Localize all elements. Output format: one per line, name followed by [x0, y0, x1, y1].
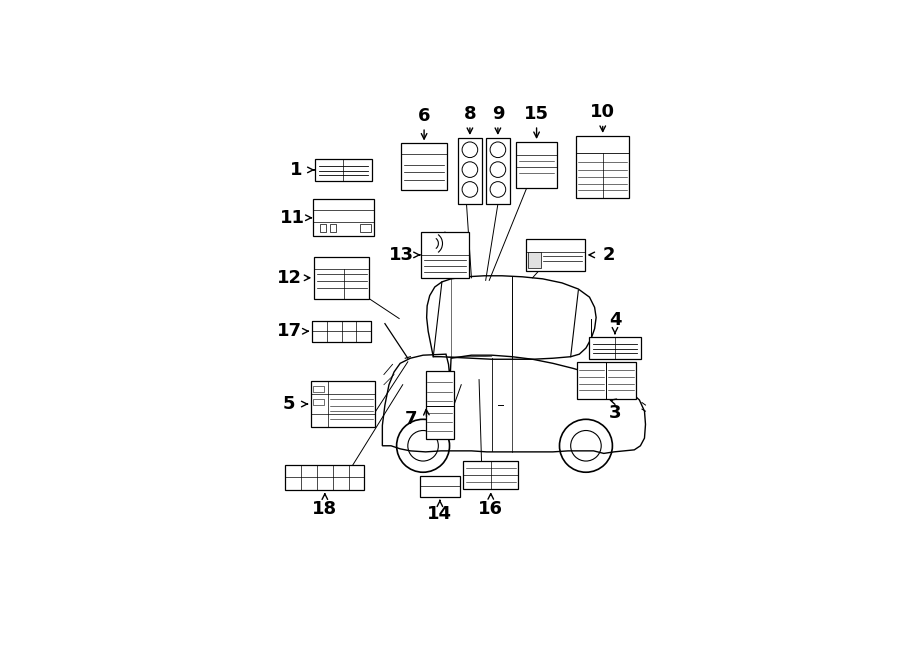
Text: 14: 14 — [428, 506, 453, 524]
Bar — [329, 224, 336, 233]
Text: 3: 3 — [608, 404, 621, 422]
Bar — [577, 362, 635, 399]
Bar — [313, 386, 324, 392]
Bar — [419, 477, 460, 496]
Text: 11: 11 — [280, 209, 305, 227]
Text: 17: 17 — [276, 323, 302, 340]
Bar — [426, 371, 454, 439]
Text: 7: 7 — [405, 410, 418, 428]
Bar — [312, 321, 371, 342]
Bar — [315, 159, 372, 180]
Text: 13: 13 — [389, 246, 414, 264]
Bar — [589, 337, 641, 359]
Text: 2: 2 — [603, 246, 615, 264]
Bar — [464, 461, 518, 489]
Bar — [313, 399, 324, 405]
Text: 18: 18 — [312, 500, 338, 518]
Bar — [320, 224, 326, 233]
Text: 4: 4 — [608, 311, 621, 329]
Text: 10: 10 — [590, 103, 616, 122]
Bar — [314, 257, 369, 299]
Text: 12: 12 — [276, 269, 302, 287]
Bar — [421, 232, 469, 278]
Bar — [526, 239, 585, 271]
Text: 15: 15 — [524, 105, 549, 123]
Bar — [458, 138, 482, 204]
Bar — [486, 138, 510, 204]
Bar — [360, 224, 372, 233]
Bar — [528, 253, 541, 268]
Text: 1: 1 — [290, 161, 302, 179]
Text: 6: 6 — [418, 107, 430, 125]
Bar — [285, 465, 364, 490]
Text: 5: 5 — [283, 395, 295, 413]
Text: 8: 8 — [464, 105, 476, 123]
Bar — [576, 136, 629, 198]
Text: 16: 16 — [478, 500, 503, 518]
Text: 9: 9 — [491, 105, 504, 123]
Bar — [401, 143, 447, 190]
Bar — [311, 381, 375, 427]
Bar — [312, 200, 373, 236]
Bar — [517, 142, 557, 188]
